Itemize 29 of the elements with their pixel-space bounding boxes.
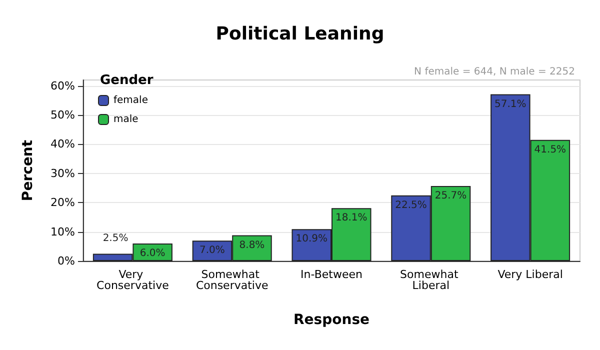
data-label: 2.5% [102,233,128,244]
x-tick-label: In-Between [300,268,362,281]
chart-title: Political Leaning [216,24,384,44]
legend-label: male [114,114,138,125]
data-label: 57.1% [494,98,526,110]
y-tick-label: 60% [50,79,75,92]
y-tick-label: 50% [50,108,75,122]
data-label: 10.9% [296,234,328,245]
data-label: 25.7% [434,190,467,202]
y-tick-label: 10% [50,225,75,238]
x-axis-title: Response [293,312,370,328]
y-axis-title: Percent [20,140,36,202]
y-tick-label: 30% [50,166,75,180]
y-tick-label: 20% [50,196,75,210]
x-tick-label: Very Conservative [96,268,170,292]
data-label: 8.8% [239,240,265,251]
x-tick-label: Very Liberal [498,268,563,281]
data-label: 22.5% [395,200,427,211]
x-tick-label: Somewhat Conservative [196,268,268,292]
text: N female = 644, N male = 2252 [414,66,576,78]
data-label: 18.1% [335,212,368,224]
y-tick-label: 40% [50,138,75,151]
legend-title: Gender [100,73,154,88]
y-tick-label: 0% [58,254,75,268]
legend-label: female [114,95,148,106]
x-tick-label: Somewhat Liberal [400,268,462,292]
data-label: 7.0% [200,245,225,256]
data-label: 41.5% [534,144,566,156]
data-label: 6.0% [140,248,166,259]
